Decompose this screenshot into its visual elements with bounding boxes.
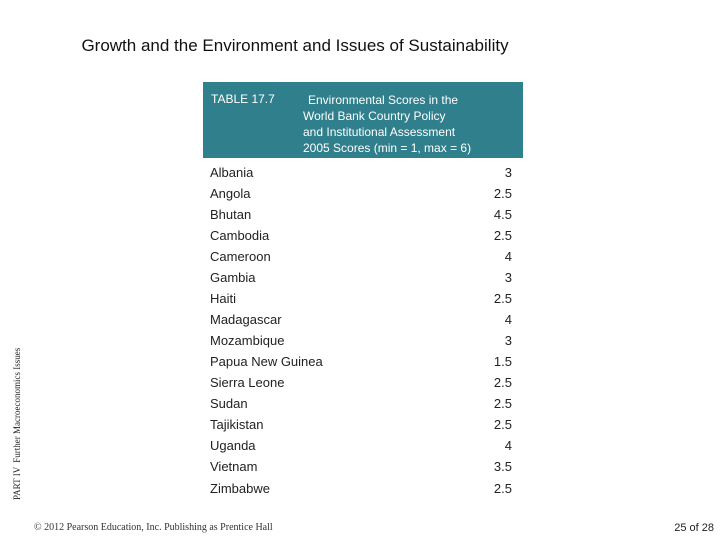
score-value: 2.5	[493, 417, 512, 432]
table-description-line: and Institutional Assessment	[303, 125, 456, 139]
score-value: 3	[504, 333, 512, 348]
table-row: Gambia 3	[210, 267, 512, 288]
part-label: PART IV	[12, 466, 22, 500]
score-value: 4.5	[493, 207, 512, 222]
score-value: 3	[504, 270, 512, 285]
score-value: 2.5	[493, 481, 512, 496]
table-row: Madagascar 4	[210, 309, 512, 330]
score-value: 3.5	[493, 459, 512, 474]
table-row: Bhutan 4.5	[210, 204, 512, 225]
score-value: 4	[504, 249, 512, 264]
table-row: Vietnam 3.5	[210, 456, 512, 477]
table-description-line: Environmental Scores in the	[308, 93, 459, 107]
country-name: Sudan	[210, 396, 248, 411]
section-label: Further Macroeconomics Issues	[12, 347, 22, 463]
country-name: Madagascar	[210, 312, 282, 327]
table-number: TABLE 17.7	[211, 92, 275, 106]
country-name: Angola	[210, 186, 251, 201]
table-body: Albania 3 Angola 2.5 Bhutan 4.5 Cambodia 2.5…	[210, 162, 512, 499]
copyright-footer: © 2012 Pearson Education, Inc. Publishin…	[34, 522, 273, 533]
table-row: Cambodia 2.5	[210, 225, 512, 246]
country-name: Vietnam	[210, 459, 258, 474]
table-row: Angola 2.5	[210, 183, 512, 204]
score-value: 2.5	[493, 228, 512, 243]
side-section-label: PART IV Further Macroeconomics Issues	[12, 348, 22, 500]
country-name: Bhutan	[210, 207, 252, 222]
country-name: Cameroon	[210, 249, 271, 264]
slide-title: Growth and the Environment and Issues of…	[81, 36, 509, 55]
table-row: Papua New Guinea 1.5	[210, 351, 512, 372]
country-name: Gambia	[210, 270, 256, 285]
table-row: Cameroon 4	[210, 246, 512, 267]
table-row: Mozambique 3	[210, 330, 512, 351]
country-name: Tajikistan	[210, 417, 264, 432]
table-description: Environmental Scores in the World Bank C…	[303, 92, 518, 156]
table-description-line: World Bank Country Policy	[303, 109, 446, 123]
table-description-line: 2005 Scores (min = 1, max = 6)	[303, 141, 472, 155]
country-name: Papua New Guinea	[210, 354, 323, 369]
score-value: 3	[504, 165, 512, 180]
page-number: 25 of 28	[674, 522, 714, 534]
table-row: Sierra Leone 2.5	[210, 372, 512, 393]
country-name: Cambodia	[210, 228, 270, 243]
score-value: 1.5	[493, 354, 512, 369]
score-value: 2.5	[493, 291, 512, 306]
score-value: 4	[504, 312, 512, 327]
table-row: Zimbabwe 2.5	[210, 478, 512, 499]
score-value: 2.5	[493, 186, 512, 201]
country-name: Sierra Leone	[210, 375, 285, 390]
table-row: Sudan 2.5	[210, 393, 512, 414]
score-value: 4	[504, 438, 512, 453]
country-name: Uganda	[210, 438, 256, 453]
country-name: Albania	[210, 165, 254, 180]
country-name: Zimbabwe	[210, 481, 270, 496]
table-row: Albania 3	[210, 162, 512, 183]
country-name: Haiti	[210, 291, 237, 306]
score-value: 2.5	[493, 396, 512, 411]
table-row: Haiti 2.5	[210, 288, 512, 309]
score-value: 2.5	[493, 375, 512, 390]
country-name: Mozambique	[210, 333, 285, 348]
table-row: Uganda 4	[210, 435, 512, 456]
table-row: Tajikistan 2.5	[210, 414, 512, 435]
table-header: TABLE 17.7 Environmental Scores in the W…	[203, 82, 523, 158]
